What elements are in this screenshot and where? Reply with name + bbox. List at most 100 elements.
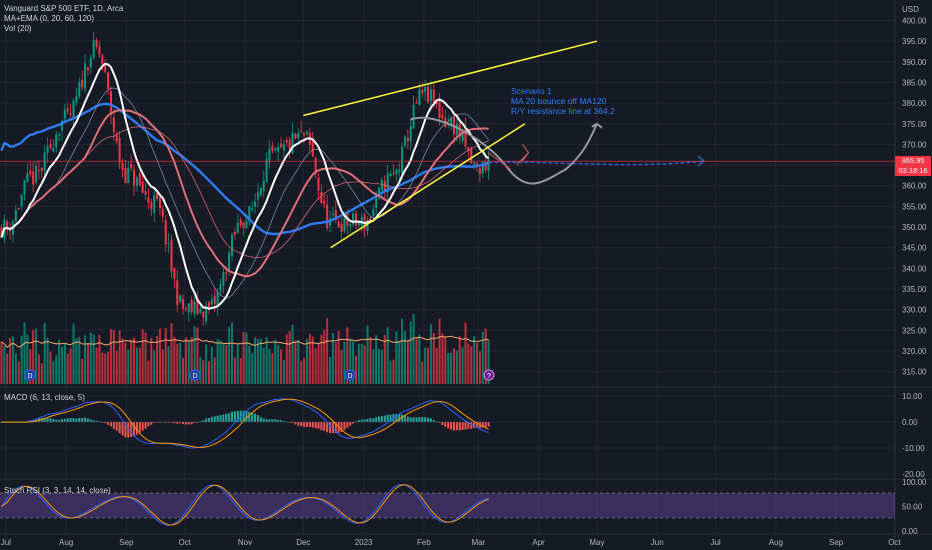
stoch-axis: 100.00 50.00 0.00 — [902, 478, 927, 536]
volume-bar — [403, 331, 406, 384]
macd-histogram-bar — [63, 418, 66, 422]
volume-bar — [133, 337, 136, 384]
macd-histogram-bar — [124, 422, 127, 438]
macd-histogram-bar — [130, 422, 133, 437]
volume-bar — [202, 360, 205, 384]
candle-body — [464, 127, 467, 147]
volume-bar — [150, 337, 153, 384]
volume-bar — [164, 328, 167, 384]
ma120-line — [0, 102, 489, 236]
candle-body — [78, 82, 81, 97]
time-tick-label: May — [589, 538, 604, 547]
current-price-tag: 365.95 03:18:16 — [895, 156, 931, 176]
macd-histogram-bar — [179, 422, 182, 424]
price-tick-label: 395.00 — [902, 37, 927, 46]
volume-bar — [26, 334, 29, 384]
candle-body — [406, 137, 409, 142]
dividend-marker[interactable]: D — [189, 369, 201, 381]
candle-body — [395, 170, 398, 175]
dividend-marker[interactable]: D — [344, 369, 356, 381]
symbol-title[interactable]: Vanguard S&P 500 ETF, 1D, Arca — [4, 4, 124, 13]
candle-body — [147, 197, 150, 203]
macd-histogram-bar — [429, 418, 432, 422]
volume-bar — [14, 353, 17, 384]
candle-body — [401, 147, 404, 174]
channel-upper-line[interactable] — [303, 40, 598, 117]
macd-histogram-bar — [432, 420, 435, 422]
macd-histogram-bar — [98, 421, 101, 423]
time-axis[interactable]: Jul Aug Sep Oct Nov Dec 2023 Feb Mar Apr May Jun Jul… — [1, 538, 902, 547]
time-tick-label: Dec — [296, 538, 310, 547]
volume-bar — [112, 329, 115, 384]
candle-body — [135, 177, 138, 186]
candle-body — [262, 180, 265, 192]
macd-histogram-bar — [228, 413, 231, 422]
volume-bar — [352, 341, 355, 384]
macd-histogram-bar — [222, 414, 225, 422]
macd-histogram-bar — [444, 422, 447, 427]
macd-histogram-bar — [331, 422, 334, 434]
stoch-legend[interactable]: Stoch RSI (3, 3, 14, 14, close) — [4, 486, 111, 496]
volume-bar — [435, 347, 438, 384]
volume-bar — [455, 350, 458, 384]
volume-bar — [196, 327, 199, 384]
candle-body — [363, 214, 366, 230]
candle-body — [69, 113, 72, 115]
macd-histogram-bar — [262, 418, 265, 422]
macd-label[interactable]: MACD (6, 13, close, 5) — [4, 393, 85, 402]
candle-body — [6, 221, 9, 228]
volume-bar — [412, 314, 415, 384]
macd-histogram-bar — [225, 413, 228, 422]
volume-bar — [89, 332, 92, 384]
macd-histogram-bar — [176, 422, 179, 424]
volume-indicator-label[interactable]: Vol (20) — [4, 24, 32, 33]
price-tick-label: 315.00 — [902, 368, 927, 377]
stoch-label[interactable]: Stoch RSI (3, 3, 14, 14, close) — [4, 486, 111, 495]
currency-label: USD — [902, 5, 919, 14]
macd-histogram-bar — [326, 422, 329, 433]
macd-histogram-bar — [213, 416, 216, 422]
candle-body — [89, 57, 92, 68]
macd-histogram-bar — [323, 422, 326, 431]
price-tick-label: 330.00 — [902, 306, 927, 315]
candle-body — [207, 302, 210, 308]
ma-indicator-label[interactable]: MA+EMA (0, 20, 60, 120) — [4, 14, 95, 23]
macd-histogram-bar — [95, 420, 98, 422]
candle-body — [182, 299, 185, 309]
split-marker[interactable]: ? — [483, 369, 495, 381]
macd-histogram-bar — [89, 419, 92, 422]
macd-histogram-bar — [193, 422, 196, 424]
volume-bar — [63, 343, 66, 384]
volume-bar — [265, 336, 268, 384]
candle-body — [314, 158, 317, 175]
candle-body — [228, 252, 231, 272]
channel-lower-line[interactable] — [330, 123, 526, 249]
volume-bar — [86, 344, 89, 384]
svg-text:?: ? — [487, 373, 491, 380]
candle-body — [424, 87, 427, 92]
macd-histogram-bar — [138, 422, 141, 433]
volume-bar — [49, 351, 52, 384]
macd-legend[interactable]: MACD (6, 13, close, 5) — [4, 393, 85, 403]
macd-histogram-bar — [412, 417, 415, 422]
volume-bar — [239, 358, 242, 384]
scenario-annotation[interactable]: Scenario 1 MA 20 bounce off MA120 R/Y re… — [511, 86, 615, 116]
macd-histogram-bar — [233, 411, 236, 422]
volume-bar — [314, 348, 317, 384]
candle-body — [60, 120, 63, 131]
candle-body — [196, 297, 199, 315]
candle-body — [265, 158, 268, 183]
volume-bar — [173, 336, 176, 384]
volume-bar — [115, 350, 118, 384]
candle-body — [63, 109, 66, 119]
candle-body — [435, 101, 438, 105]
price-axis[interactable]: 400.00 395.00 390.00 385.00 380.00 375.00 370.… — [902, 17, 927, 377]
volume-bar — [317, 342, 320, 384]
dividend-marker[interactable]: D — [24, 369, 36, 381]
volume-bar — [380, 350, 383, 384]
volume-bar — [52, 360, 55, 384]
macd-histogram-bar — [378, 416, 381, 422]
macd-signal-line — [1, 398, 489, 449]
candle-body — [331, 213, 334, 216]
